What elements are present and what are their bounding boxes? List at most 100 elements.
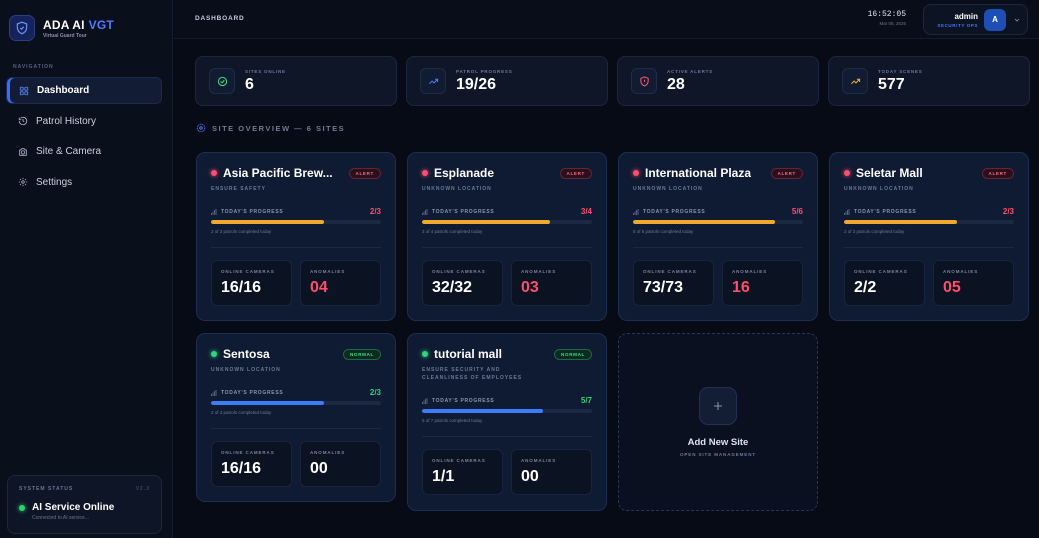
progress-bar-fill — [211, 401, 325, 405]
metric-label: ANOMALIES — [521, 268, 557, 274]
progress-bar — [211, 220, 381, 224]
clock-date: Mar 08, 2026 — [879, 21, 906, 26]
trend-icon — [842, 68, 868, 94]
metric-value: 1/1 — [432, 467, 455, 485]
add-site-button[interactable] — [699, 387, 737, 425]
shield-alert-icon — [631, 68, 657, 94]
progress-bar — [633, 220, 803, 224]
online-cameras-metric: ONLINE CAMERAS 1/1 — [422, 448, 503, 495]
online-cameras-metric: ONLINE CAMERAS 2/2 — [844, 259, 925, 306]
status-badge: ALERT — [981, 167, 1014, 179]
sidebar-nav: Dashboard Patrol History Site & Camera S… — [6, 77, 162, 199]
site-card[interactable]: Sentosa NORMAL UNKNOWN LOCATION TODAY'S … — [196, 333, 396, 502]
brand[interactable]: ADA AI VGT Virtual Guard Tour — [9, 15, 114, 41]
progress-count: 5/7 — [580, 396, 592, 405]
site-description: UNKNOWN LOCATION — [633, 186, 703, 192]
progress-label-text: TODAY'S PROGRESS — [221, 208, 284, 215]
status-label: SYSTEM STATUS — [19, 486, 74, 492]
sidebar-item-patrol-history[interactable]: Patrol History — [6, 108, 162, 135]
site-status-dot — [844, 170, 850, 176]
shield-logo-icon — [9, 15, 35, 41]
status-version: V2.3 — [135, 486, 150, 492]
user-role: SECURITY OPS — [937, 22, 978, 28]
topbar: DASHBOARD 16:52:05 Mar 08, 2026 admin SE… — [174, 0, 1039, 39]
metric-value: 16/16 — [221, 459, 262, 477]
site-description: UNKNOWN LOCATION — [422, 186, 492, 192]
site-card[interactable]: International Plaza ALERT UNKNOWN LOCATI… — [618, 152, 818, 321]
divider — [844, 246, 1014, 248]
site-card[interactable]: Esplanade ALERT UNKNOWN LOCATION TODAY'S… — [407, 152, 607, 321]
status-badge: ALERT — [559, 167, 592, 179]
progress-count: 2/3 — [1002, 207, 1014, 216]
progress-bar-fill — [422, 220, 550, 224]
anomalies-metric: ANOMALIES 05 — [933, 259, 1014, 306]
sidebar-item-label: Site & Camera — [36, 146, 102, 157]
stat-value: 28 — [667, 75, 685, 93]
system-status-card: SYSTEM STATUS V2.3 AI Service Online Conn… — [7, 475, 162, 534]
anomalies-metric: ANOMALIES 00 — [300, 440, 381, 487]
stat-card-active-alerts[interactable]: ACTIVE ALERTS 28 — [617, 56, 819, 106]
radar-icon — [196, 123, 206, 133]
progress-bar — [211, 401, 381, 405]
clock-time: 16:52:05 — [867, 10, 906, 19]
status-badge: ALERT — [348, 167, 381, 179]
progress-label-text: TODAY'S PROGRESS — [854, 208, 917, 215]
site-status-dot — [211, 351, 217, 357]
progress-note: 5 of 7 patrols completed today — [422, 417, 483, 423]
add-new-site-card[interactable]: Add New Site OPEN SITE MANAGEMENT — [618, 333, 818, 511]
metric-value: 03 — [521, 278, 539, 296]
signal-bars-icon — [211, 389, 217, 396]
site-name: tutorial mall — [434, 347, 503, 361]
brand-accent: VGT — [88, 17, 114, 32]
sidebar-item-label: Patrol History — [36, 115, 97, 127]
progress-note: 2 of 3 patrols completed today — [211, 409, 272, 415]
progress-bar-fill — [844, 220, 958, 224]
metric-value: 16/16 — [221, 278, 262, 296]
anomalies-metric: ANOMALIES 16 — [722, 259, 803, 306]
progress-note: 2 of 3 patrols completed today — [211, 228, 272, 234]
sidebar-item-site-camera[interactable]: Site & Camera — [6, 138, 162, 165]
online-cameras-metric: ONLINE CAMERAS 73/73 — [633, 259, 714, 306]
site-description: UNKNOWN LOCATION — [844, 186, 914, 192]
online-cameras-metric: ONLINE CAMERAS 16/16 — [211, 440, 292, 487]
metric-label: ANOMALIES — [310, 268, 346, 274]
divider — [211, 246, 381, 248]
status-badge: NORMAL — [343, 348, 381, 360]
metric-value: 32/32 — [432, 278, 473, 296]
stat-value: 577 — [878, 75, 905, 93]
site-status-dot — [422, 170, 428, 176]
check-circle-icon — [209, 68, 235, 94]
online-cameras-metric: ONLINE CAMERAS 32/32 — [422, 259, 503, 306]
stat-label: PATROL PROGRESS — [456, 68, 513, 74]
status-badge: NORMAL — [554, 348, 592, 360]
sidebar-item-dashboard[interactable]: Dashboard — [6, 77, 162, 104]
metric-label: ONLINE CAMERAS — [432, 457, 486, 463]
site-card[interactable]: Asia Pacific Brew... ALERT ENSURE SAFETY… — [196, 152, 396, 321]
user-menu-button[interactable]: admin SECURITY OPS A — [923, 4, 1028, 35]
site-card[interactable]: Seletar Mall ALERT UNKNOWN LOCATION TODA… — [829, 152, 1029, 321]
sidebar-item-label: Dashboard — [37, 85, 90, 96]
plus-icon — [714, 402, 722, 410]
trending-up-icon — [420, 68, 446, 94]
user-name: admin — [954, 11, 978, 21]
site-name: Asia Pacific Brew... — [223, 166, 333, 180]
metric-value: 04 — [310, 278, 328, 296]
progress-label-text: TODAY'S PROGRESS — [221, 389, 284, 396]
site-name: Seletar Mall — [856, 166, 923, 180]
divider — [422, 246, 592, 248]
stat-card-patrol-progress[interactable]: PATROL PROGRESS 19/26 — [406, 56, 608, 106]
breadcrumb: DASHBOARD — [195, 15, 245, 22]
progress-note: 3 of 4 patrols completed today — [422, 228, 483, 234]
gear-icon — [18, 177, 28, 187]
site-status-dot — [422, 351, 428, 357]
metric-value: 05 — [943, 278, 961, 296]
stat-value: 6 — [245, 75, 254, 93]
progress-bar-fill — [211, 220, 325, 224]
site-card[interactable]: tutorial mall NORMAL ENSURE SECURITY AND… — [407, 333, 607, 511]
stat-card-today-scenes[interactable]: TODAY SCENES 577 — [828, 56, 1030, 106]
site-name: International Plaza — [645, 166, 752, 180]
stat-card-sites-online[interactable]: SITES ONLINE 6 — [195, 56, 397, 106]
progress-bar — [422, 409, 592, 413]
anomalies-metric: ANOMALIES 03 — [511, 259, 592, 306]
sidebar-item-settings[interactable]: Settings — [6, 169, 162, 196]
